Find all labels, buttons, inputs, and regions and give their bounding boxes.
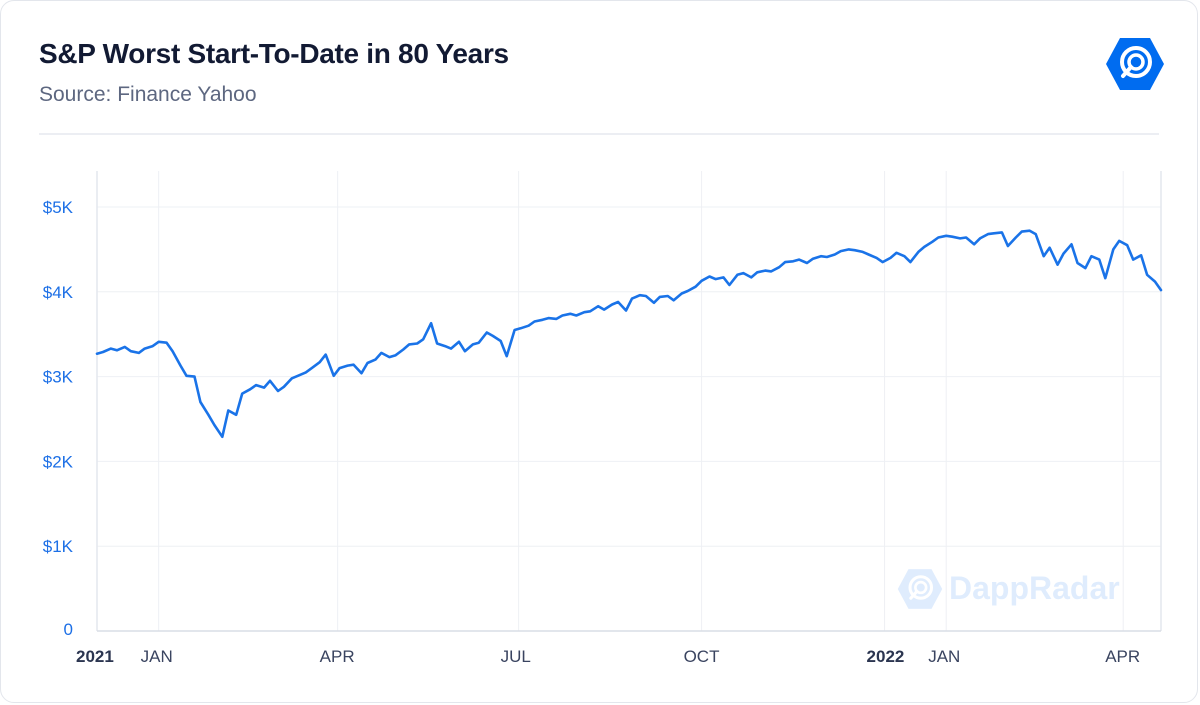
- x-tick-label: APR: [320, 647, 355, 666]
- axis-lines: [96, 171, 1162, 632]
- y-tick-label: 0: [64, 620, 73, 639]
- y-tick-label: $4K: [43, 283, 74, 302]
- chart-subtitle: Source: Finance Yahoo: [39, 83, 257, 106]
- dappradar-logo-icon: [1106, 38, 1164, 90]
- series-line-0: [95, 229, 1163, 439]
- x-tick-label: JUL: [501, 647, 531, 666]
- x-tick-label: JAN: [141, 647, 173, 666]
- x-axis-ticks: 2021 JAN APR JUL OCT 2022 JAN APR: [76, 647, 1140, 666]
- x-year-label: 2021: [76, 647, 114, 666]
- horizontal-gridlines: [97, 206, 1161, 547]
- y-axis-ticks: 0 $1K $2K $3K $4K $5K: [43, 198, 74, 639]
- dappradar-watermark: DappRadar: [897, 566, 1147, 612]
- y-tick-label: $5K: [43, 198, 74, 217]
- x-tick-label: APR: [1105, 647, 1140, 666]
- y-tick-label: $3K: [43, 368, 74, 387]
- series-group: [95, 229, 1163, 439]
- vertical-gridlines: [158, 171, 1124, 631]
- chart-title: S&P Worst Start-To-Date in 80 Years: [39, 38, 509, 69]
- watermark-text: DappRadar: [949, 570, 1120, 606]
- y-tick-label: $1K: [43, 537, 74, 556]
- x-tick-label: OCT: [684, 647, 720, 666]
- dappradar-watermark-icon: [897, 569, 943, 609]
- x-year-label: 2022: [867, 647, 905, 666]
- header-divider: [39, 133, 1159, 135]
- x-tick-label: JAN: [928, 647, 960, 666]
- y-tick-label: $2K: [43, 452, 74, 471]
